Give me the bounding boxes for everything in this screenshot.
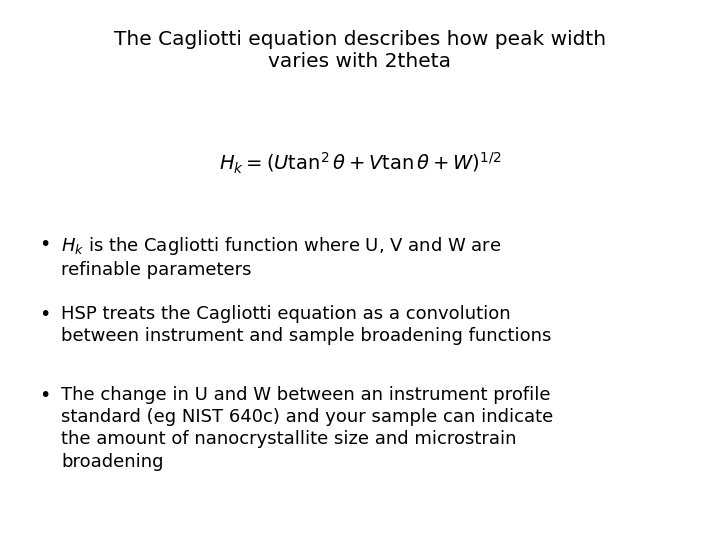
Text: The change in U and W between an instrument profile
standard (eg NIST 640c) and : The change in U and W between an instrum… (61, 386, 554, 471)
Text: •: • (40, 235, 51, 254)
Text: The Cagliotti equation describes how peak width
varies with 2theta: The Cagliotti equation describes how pea… (114, 30, 606, 71)
Text: •: • (40, 386, 51, 405)
Text: $H_k$ is the Cagliotti function where U, V and W are
refinable parameters: $H_k$ is the Cagliotti function where U,… (61, 235, 501, 279)
Text: HSP treats the Cagliotti equation as a convolution
between instrument and sample: HSP treats the Cagliotti equation as a c… (61, 305, 552, 345)
Text: $H_k = \left(U\tan^2\theta + V\tan\theta + W\right)^{1/2}$: $H_k = \left(U\tan^2\theta + V\tan\theta… (219, 151, 501, 177)
Text: •: • (40, 305, 51, 324)
